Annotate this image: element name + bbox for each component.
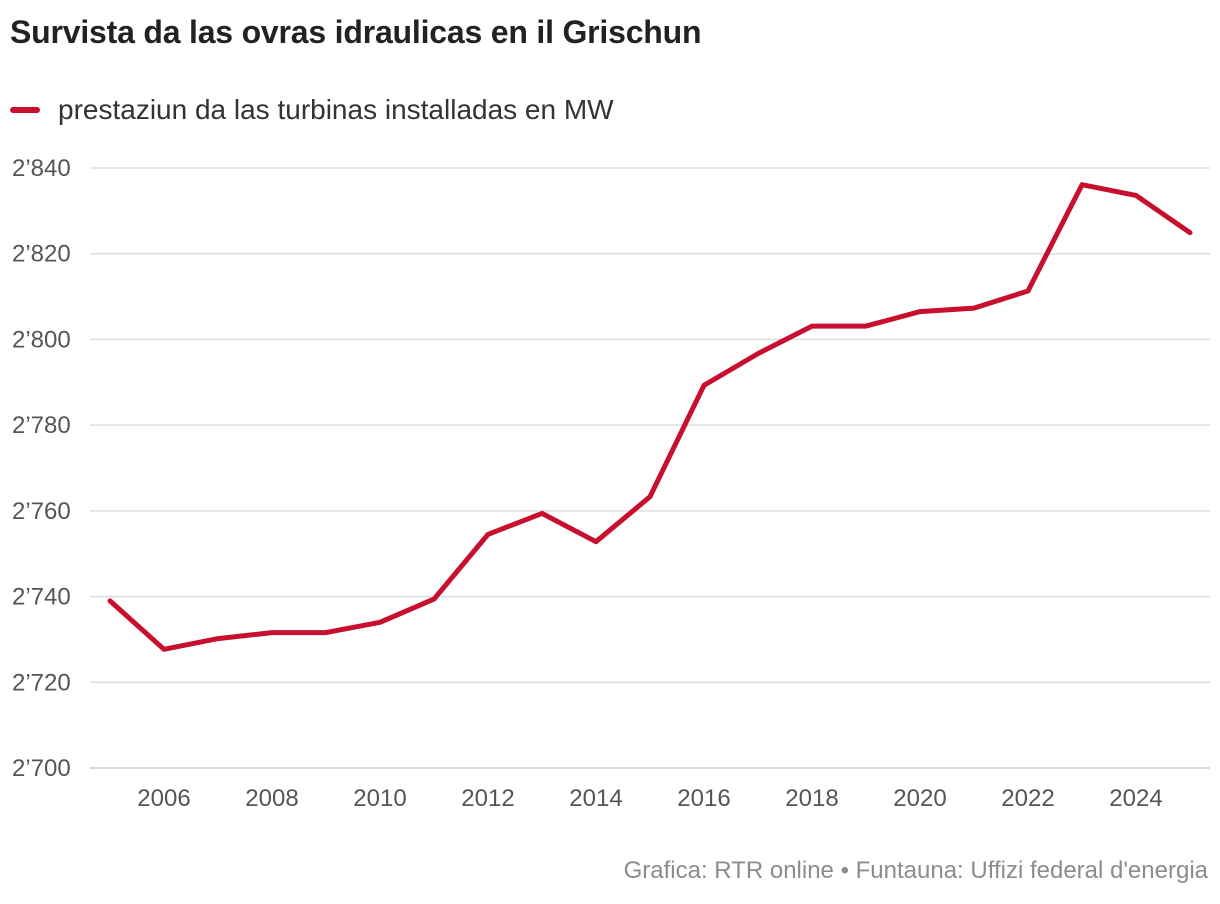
data-point	[1078, 181, 1086, 189]
x-tick-label: 2018	[785, 785, 838, 812]
series-line	[107, 182, 1193, 652]
y-tick-label: 2’740	[12, 584, 71, 611]
x-tick-label: 2014	[569, 785, 622, 812]
y-axis-ticks: 2’700 2’720 2’740 2’760 2’780 2’800 2’820 2’840	[12, 155, 71, 782]
data-point	[592, 538, 600, 546]
x-tick-label: 2008	[245, 785, 298, 812]
data-point	[538, 509, 546, 517]
series-layer	[106, 181, 1194, 653]
data-point	[268, 629, 276, 637]
y-tick-label: 2’720	[12, 669, 71, 696]
x-axis-ticks: 2006 2008 2010 2012 2014 2016 2018 2020 2022 2024	[137, 785, 1162, 812]
data-point	[916, 308, 924, 316]
data-point	[106, 597, 114, 605]
legend-swatch	[10, 107, 40, 113]
data-point	[214, 635, 222, 643]
data-point	[1132, 191, 1140, 199]
data-point	[160, 645, 168, 653]
gridlines	[90, 167, 1210, 769]
x-tick-label: 2012	[461, 785, 514, 812]
legend: prestaziun da las turbinas installadas e…	[10, 90, 614, 130]
y-tick-label: 2’800	[12, 326, 71, 353]
data-point	[646, 493, 654, 501]
data-point	[430, 595, 438, 603]
x-tick-label: 2006	[137, 785, 190, 812]
x-tick-label: 2010	[353, 785, 406, 812]
data-point	[754, 350, 762, 358]
x-tick-label: 2020	[893, 785, 946, 812]
y-tick-label: 2’780	[12, 412, 71, 439]
x-tick-label: 2024	[1109, 785, 1162, 812]
y-tick-label: 2’820	[12, 241, 71, 268]
y-tick-label: 2’760	[12, 498, 71, 525]
data-point	[322, 629, 330, 637]
data-point	[808, 322, 816, 330]
data-point	[484, 530, 492, 538]
legend-label: prestaziun da las turbinas installadas e…	[58, 94, 614, 125]
data-point	[862, 322, 870, 330]
data-point	[376, 618, 384, 626]
data-point	[970, 304, 978, 312]
source-note: Grafica: RTR online • Funtauna: Uffizi f…	[623, 857, 1208, 884]
chart-title: Survista da las ovras idraulicas en il G…	[10, 14, 702, 50]
data-point	[700, 381, 708, 389]
x-tick-label: 2022	[1001, 785, 1054, 812]
x-tick-label: 2016	[677, 785, 730, 812]
data-point	[1186, 229, 1194, 237]
y-tick-label: 2’700	[12, 755, 71, 782]
data-point	[1024, 287, 1032, 295]
y-tick-label: 2’840	[12, 155, 71, 182]
